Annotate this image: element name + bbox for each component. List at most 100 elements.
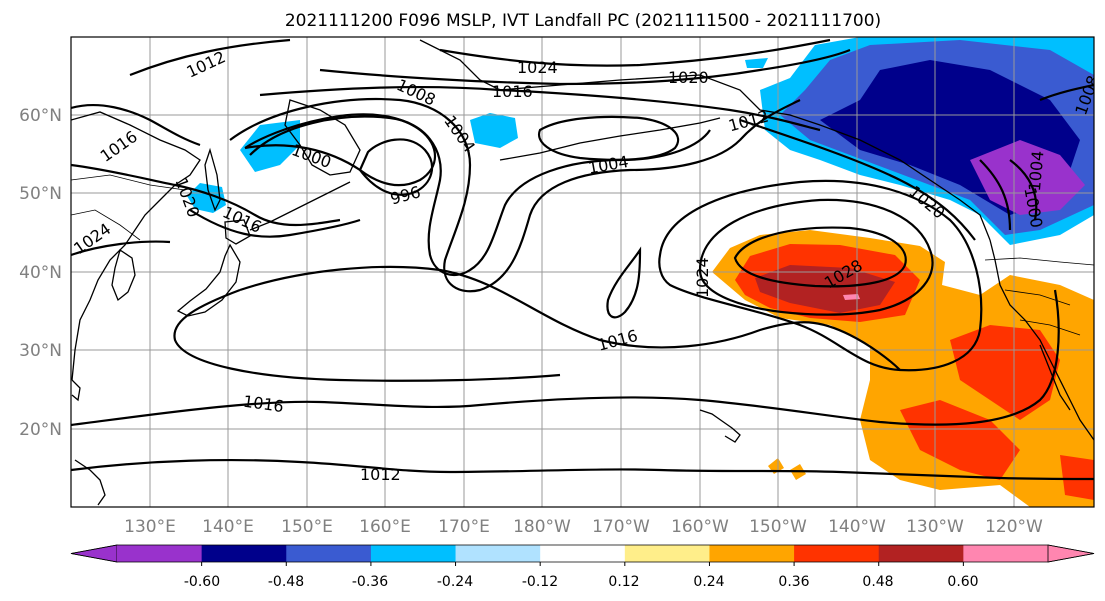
coast-philippines — [74, 459, 106, 506]
colorbar-outline — [70, 544, 1095, 563]
shade-red-se — [1060, 455, 1094, 500]
colorbar-label: 0.48 — [862, 574, 893, 590]
lat-axis-labels: 60°N 50°N 40°N 30°N 20°N — [19, 106, 62, 440]
colorbar-label: -0.12 — [522, 574, 558, 590]
isobar-1004-ne — [979, 159, 1012, 231]
colorbar-label: -0.60 — [184, 574, 220, 590]
isobar-1008-ne — [1039, 83, 1094, 102]
isobar-1016-ring — [239, 265, 901, 371]
shade-pink-ridge — [843, 294, 860, 300]
colorbar-swatch — [540, 545, 626, 562]
colorbar-swatch — [286, 545, 372, 562]
lat-tick-label: 30°N — [19, 341, 62, 361]
lon-tick-label: 170°E — [438, 517, 490, 537]
coast-kurils — [249, 181, 351, 231]
colorbar-ticks — [201, 562, 964, 566]
coast-alaska — [419, 39, 991, 241]
map-panel: 1012 1024 1020 1016 1008 1004 1000 996 1… — [70, 36, 1095, 508]
colorbar: -0.60 -0.48 -0.36 -0.24 -0.12 0.12 0.24 … — [70, 544, 1095, 590]
lon-tick-label: 130°E — [124, 517, 176, 537]
lon-tick-label: 160°W — [671, 517, 729, 537]
colorbar-label: -0.48 — [268, 574, 304, 590]
colorbar-swatch — [455, 545, 541, 562]
isobar-1028-high — [733, 226, 907, 288]
isobar-1012-south — [71, 458, 1094, 481]
lat-tick-label: 60°N — [19, 106, 62, 126]
colorbar-swatch — [794, 545, 880, 562]
isobar-996 — [358, 138, 434, 196]
colorbar-swatch — [117, 545, 203, 562]
isobar-1020-west — [71, 163, 341, 227]
lon-tick-label: 160°E — [359, 517, 411, 537]
isobar-1016-mid — [606, 246, 642, 319]
coast-taiwan — [71, 379, 81, 402]
colorbar-swatch — [878, 545, 964, 562]
isobar-1024-north — [439, 38, 831, 67]
isobar-label: 1024 — [517, 58, 558, 77]
shade-firebrick-ridge — [755, 265, 895, 313]
lon-tick-label: 170°W — [592, 517, 650, 537]
isobar-label: 1004 — [1025, 150, 1047, 192]
coast-sakhalin — [204, 147, 221, 212]
isobar-1016-north — [259, 85, 821, 132]
shade-cyan-w2 — [470, 113, 518, 148]
lon-axis-labels: 130°E 140°E 150°E 160°E 170°E 180°W 170°… — [124, 517, 1043, 537]
colorbar-swatch — [370, 545, 457, 562]
coast-na-west — [989, 239, 1094, 441]
graticule — [71, 37, 1094, 507]
figure-title: 2021111200 F096 MSLP, IVT Landfall PC (2… — [285, 11, 881, 31]
colorbar-label: 0.12 — [608, 574, 639, 590]
positive-ivt-shading — [712, 230, 1094, 507]
isobar-1016-japan — [189, 209, 361, 238]
lon-tick-label: 140°W — [828, 517, 886, 537]
coastlines — [71, 39, 1094, 506]
coast-aleutians — [499, 117, 721, 161]
colorbar-swatches — [70, 544, 1095, 563]
isobar-1020-high — [658, 179, 983, 372]
colorbar-swatch — [709, 545, 795, 562]
colorbar-label: 0.24 — [693, 574, 724, 590]
lat-tick-label: 20°N — [19, 420, 62, 440]
colorbar-extend-max — [1047, 544, 1095, 563]
colorbar-label: 0.36 — [778, 574, 809, 590]
lon-tick-label: 150°E — [281, 517, 333, 537]
coast-asia — [71, 111, 201, 381]
colorbar-label: 0.60 — [947, 574, 978, 590]
isobar-label: 1020 — [668, 68, 709, 87]
coast-japan — [176, 243, 241, 317]
isobar-low-center — [537, 115, 680, 161]
isobar-1020-ne — [739, 118, 976, 241]
coast-hawaii — [699, 409, 741, 443]
borders — [71, 174, 1094, 336]
lon-tick-label: 150°W — [749, 517, 807, 537]
isobar-1024-west — [71, 240, 171, 257]
isobar-1000 — [244, 113, 436, 187]
lon-tick-label: 120°W — [985, 517, 1043, 537]
isobar-1020-north — [319, 48, 851, 86]
coast-hokkaido — [224, 219, 251, 245]
lon-tick-label: 140°E — [202, 517, 254, 537]
isobar-1024-high — [698, 198, 934, 316]
isobar-1016-ring-b — [173, 288, 561, 382]
shade-red-coast — [950, 325, 1060, 420]
colorbar-label: -0.36 — [352, 574, 388, 590]
isobar-1016-west — [71, 104, 201, 147]
shade-cyan-w4 — [745, 58, 768, 68]
colorbar-extend-min — [70, 544, 118, 563]
isobar-1016-main — [71, 289, 1060, 427]
lon-tick-label: 130°W — [906, 517, 964, 537]
lon-tick-label: 180°W — [513, 517, 571, 537]
colorbar-swatch — [624, 545, 710, 562]
isobar-1008 — [229, 97, 801, 293]
lat-tick-label: 50°N — [19, 184, 62, 204]
isobars — [71, 38, 1094, 481]
isobar-1000-ne — [1009, 159, 1038, 221]
colorbar-swatch — [201, 545, 287, 562]
isobar-label: 1024 — [693, 257, 712, 298]
isobar-label: 1012 — [360, 465, 401, 484]
colorbar-label: -0.24 — [437, 574, 473, 590]
colorbar-swatch — [963, 545, 1049, 562]
isobar-label: 1016 — [492, 82, 533, 101]
coast-baja — [1039, 344, 1071, 411]
